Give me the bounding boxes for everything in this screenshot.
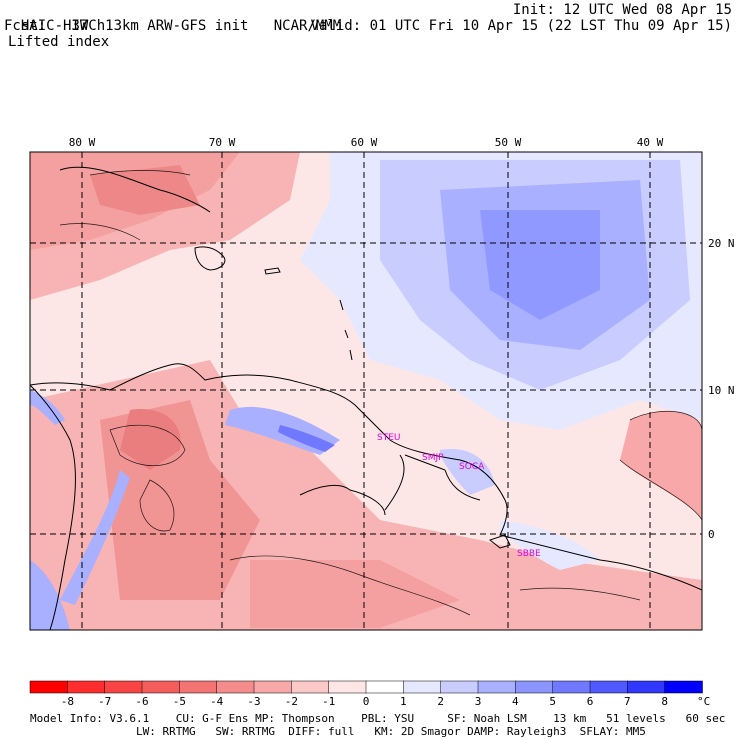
south-america-north-coast bbox=[30, 363, 702, 591]
colorbar-swatch bbox=[552, 680, 591, 694]
venezuela-border bbox=[299, 484, 386, 516]
colorbar-swatch bbox=[589, 680, 629, 694]
colorbar-tick-label: -4 bbox=[210, 695, 224, 708]
lon-label-60w: 60 W bbox=[351, 136, 378, 149]
station-sbbe: SBBE bbox=[517, 549, 541, 559]
colorbar-tick-label: 7 bbox=[624, 695, 631, 708]
latlon-grid bbox=[30, 152, 702, 630]
colorbar-tick-label: 0 bbox=[362, 695, 370, 708]
colorbar-swatch bbox=[141, 680, 181, 694]
lat-label-20n: 20 N bbox=[708, 237, 735, 250]
lon-label-80w: 80 W bbox=[69, 136, 96, 149]
colorbar-tick-label: 2 bbox=[437, 695, 444, 708]
colorbar-swatch bbox=[29, 680, 69, 694]
colorbar-tick-label: 5 bbox=[549, 695, 556, 708]
colorbar-swatch bbox=[179, 680, 218, 694]
south-america-west-coast bbox=[30, 384, 76, 630]
colorbar-swatch bbox=[515, 680, 554, 694]
colorbar-swatch bbox=[403, 680, 442, 694]
colorbar bbox=[29, 680, 703, 694]
colorbar-tick-label: -7 bbox=[98, 695, 112, 708]
guianas-borders bbox=[384, 454, 481, 511]
colorbar-tick-label: -6 bbox=[135, 695, 149, 708]
valid-time: Valid: 01 UTC Fri 10 Apr 15 (22 LST Thu … bbox=[310, 18, 732, 34]
colorbar-swatch bbox=[216, 680, 255, 694]
colorbar-tick-label: -2 bbox=[284, 695, 298, 708]
init-time: Init: 12 UTC Wed 08 Apr 15 bbox=[512, 2, 732, 18]
colorbar-swatch bbox=[627, 680, 666, 694]
colorbar-swatch bbox=[67, 680, 106, 694]
colorbar-tick-label: 1 bbox=[400, 695, 407, 708]
field-name: Lifted index bbox=[8, 34, 110, 50]
model-title: HAIC-HIWC 13km ARW-GFS init NCAR/MMM bbox=[20, 18, 342, 34]
colorbar-tick-label: 4 bbox=[512, 695, 519, 708]
lon-labels: 80 W 70 W 60 W 50 W 40 W bbox=[69, 136, 664, 149]
lifted-index-field bbox=[30, 152, 702, 630]
colorbar-tick-label: 3 bbox=[474, 695, 482, 708]
model-info-line2: LW: RRTMG SW: RRTMG DIFF: full KM: 2D Sm… bbox=[30, 725, 646, 738]
colorbar-swatch bbox=[664, 680, 703, 694]
marajo-island bbox=[488, 534, 511, 549]
colorbar-swatch bbox=[440, 680, 479, 694]
colorbar-tick-label: -5 bbox=[172, 695, 186, 708]
lon-label-50w: 50 W bbox=[495, 136, 522, 149]
puerto-rico-coast bbox=[264, 267, 281, 275]
colorbar-tick-label: 6 bbox=[586, 695, 594, 708]
forecast-hour: Fcst: 37 h bbox=[4, 18, 106, 34]
lat-label-10n: 10 N bbox=[708, 384, 735, 397]
coastlines bbox=[30, 166, 702, 630]
station-steu: STEU bbox=[377, 433, 400, 443]
station-soca: SOCA bbox=[459, 462, 485, 472]
lat-labels: 20 N 10 N 0 bbox=[708, 237, 735, 541]
cuba-coast bbox=[59, 166, 211, 213]
map-frame bbox=[29, 151, 703, 631]
hispaniola-coast bbox=[194, 246, 226, 271]
colorbar-swatch bbox=[291, 680, 330, 694]
field-contours bbox=[59, 170, 702, 616]
colorbar-unit: °C bbox=[697, 695, 710, 708]
colorbar-tick-label: -3 bbox=[247, 695, 261, 708]
station-labels: STEU SMJP SOCA SBBE bbox=[377, 433, 541, 559]
colorbar-swatch bbox=[365, 680, 405, 694]
org-label: NCAR/MMM bbox=[273, 18, 342, 34]
model-info-line1: Model Info: V3.6.1 CU: G-F Ens MP: Thomp… bbox=[30, 712, 726, 725]
lesser-antilles bbox=[339, 299, 353, 361]
lon-label-40w: 40 W bbox=[637, 136, 664, 149]
colorbar-tick-label: 8 bbox=[661, 695, 668, 708]
lat-label-0: 0 bbox=[708, 528, 715, 541]
colorbar-swatch bbox=[477, 680, 517, 694]
colorbar-swatch bbox=[328, 680, 367, 694]
station-smjp: SMJP bbox=[422, 453, 444, 463]
colorbar-tick-label: -1 bbox=[322, 695, 336, 708]
colorbar-swatch bbox=[253, 680, 293, 694]
lon-label-70w: 70 W bbox=[209, 136, 236, 149]
colorbar-tick-label: -8 bbox=[60, 695, 74, 708]
colorbar-swatch bbox=[104, 680, 143, 694]
